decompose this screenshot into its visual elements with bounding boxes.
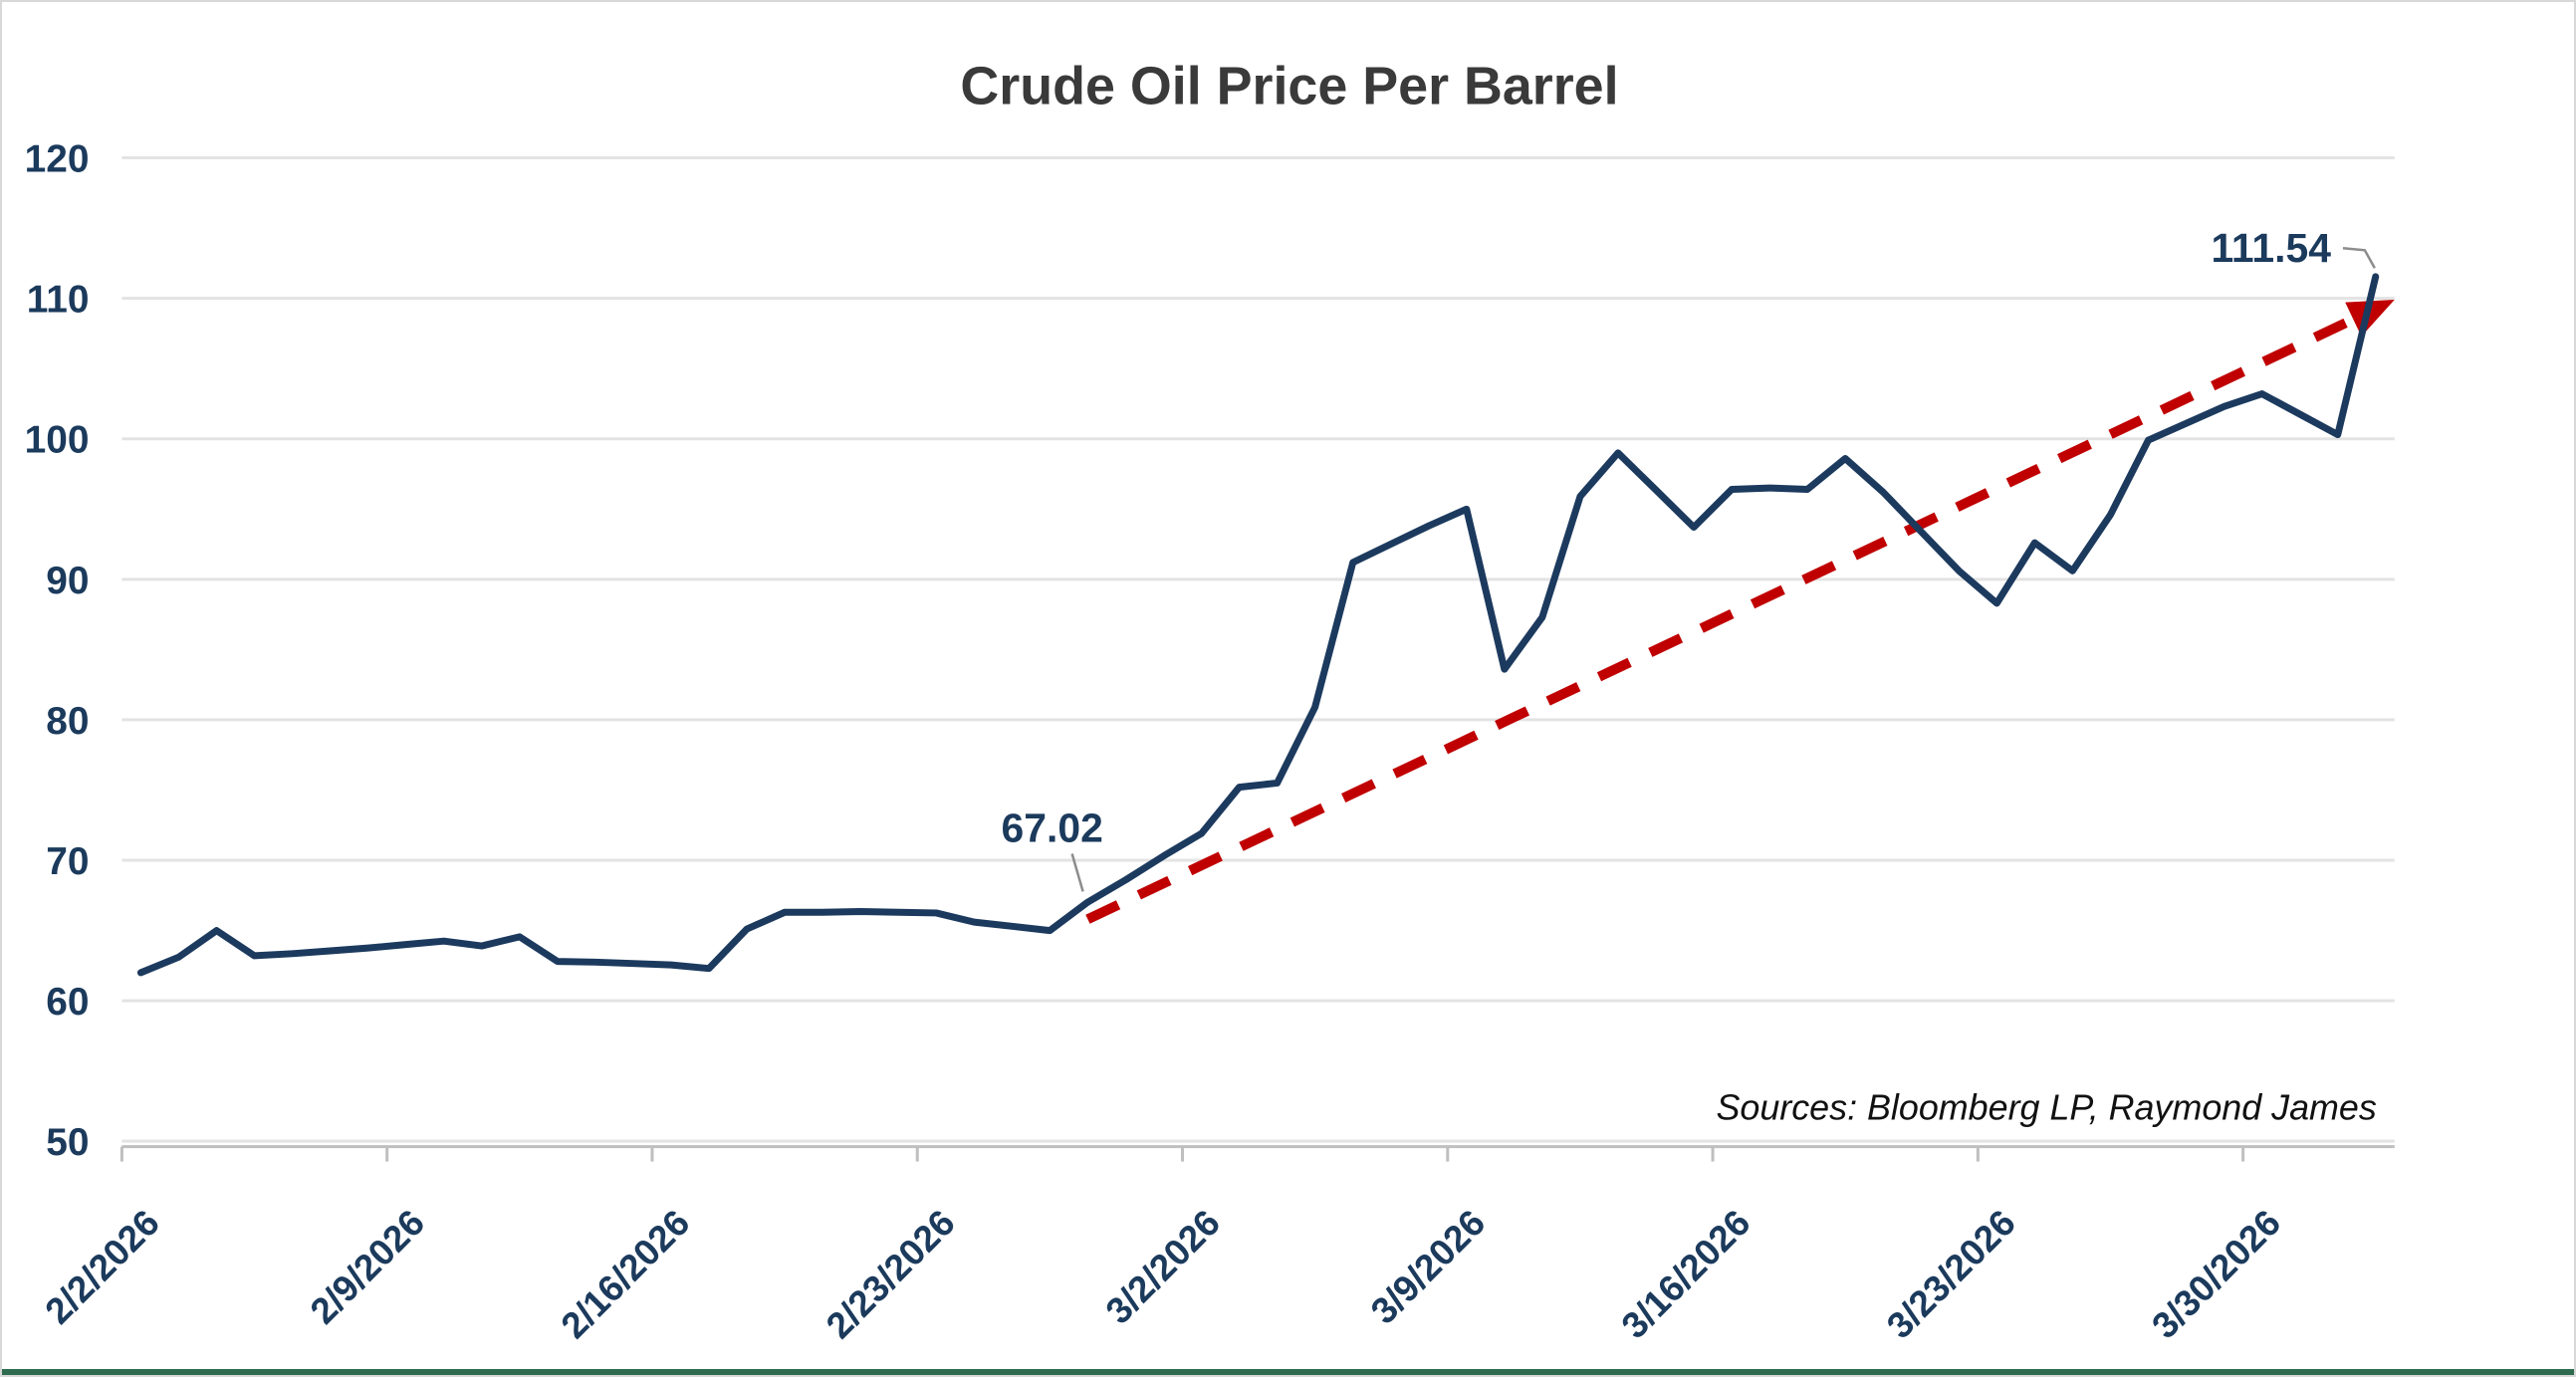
x-tick-label: 2/16/2026	[553, 1202, 697, 1346]
y-tick-label: 60	[46, 981, 89, 1024]
axes-group: 50 60 70 80 90 100 110 120 2/2/2026 2/9/2026 2/16/…	[25, 138, 2395, 1346]
annotation-callout	[1070, 853, 1084, 892]
trend-line	[1085, 308, 2370, 924]
y-tick-label: 120	[25, 138, 90, 181]
annotations-group: 67.02 111.54	[1002, 225, 2376, 892]
chart-title: Crude Oil Price Per Barrel	[960, 57, 1618, 116]
series-group	[136, 273, 2395, 977]
y-tick-label: 110	[27, 279, 90, 322]
annotation-label: 67.02	[1002, 805, 1103, 851]
trend-arrow-icon	[2345, 300, 2395, 337]
x-tick-label: 3/30/2026	[2144, 1202, 2288, 1346]
source-note: Sources: Bloomberg LP, Raymond James	[1716, 1088, 2376, 1128]
x-tick-label: 2/23/2026	[819, 1202, 963, 1346]
x-tick-label: 2/9/2026	[303, 1202, 432, 1331]
bottom-accent-strip	[2, 1369, 2574, 1375]
x-tick-label: 3/9/2026	[1363, 1202, 1493, 1331]
annotation-label: 111.54	[2211, 225, 2331, 271]
x-tick-label: 2/2/2026	[37, 1202, 166, 1331]
annotation-callout	[2342, 247, 2376, 269]
x-tick-label: 3/16/2026	[1614, 1202, 1758, 1346]
price-line	[136, 273, 2380, 977]
y-tick-label: 70	[46, 840, 89, 883]
y-tick-label: 80	[46, 700, 89, 743]
y-tick-label: 50	[46, 1121, 89, 1164]
y-tick-label: 90	[46, 560, 89, 602]
x-tick-label: 3/2/2026	[1098, 1202, 1228, 1331]
y-tick-label: 100	[25, 419, 90, 462]
gridlines-group	[121, 156, 2395, 1143]
x-tick-label: 3/23/2026	[1879, 1202, 2023, 1346]
